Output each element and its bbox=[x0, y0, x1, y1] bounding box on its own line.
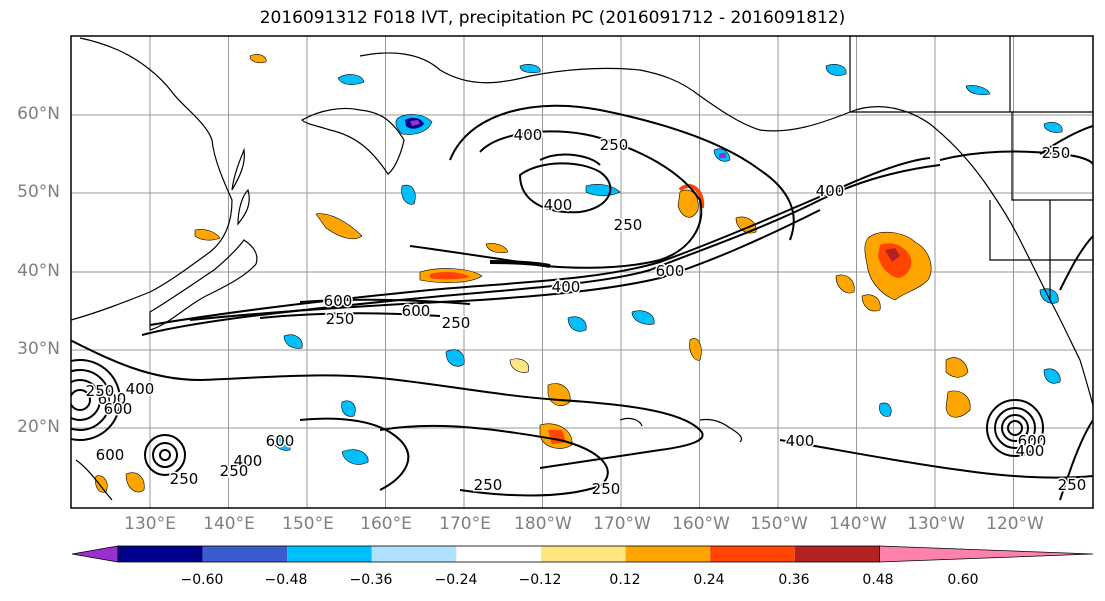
colorbar-segment bbox=[287, 546, 372, 562]
lon-label-180w: 180°W bbox=[514, 514, 572, 534]
colorbar-segment bbox=[118, 546, 203, 562]
lon-label-140e: 140°E bbox=[203, 514, 255, 534]
coastlines bbox=[71, 36, 1093, 501]
contour-label: 600 bbox=[1018, 432, 1047, 450]
lat-label-30n: 30°N bbox=[17, 339, 60, 359]
colorbar-tick: 0.12 bbox=[609, 572, 641, 588]
contour-label: 250 bbox=[442, 314, 471, 332]
contour-label: 600 bbox=[104, 400, 133, 418]
contour-label: 600 bbox=[656, 262, 685, 280]
lon-label-160w: 160°W bbox=[672, 514, 730, 534]
contour-label: 400 bbox=[552, 278, 581, 296]
lon-label-170w: 170°W bbox=[593, 514, 651, 534]
contour-label: 400 bbox=[1016, 442, 1045, 460]
lon-label-150w: 150°W bbox=[750, 514, 808, 534]
contour-label: 400 bbox=[126, 380, 155, 398]
lat-label-20n: 20°N bbox=[17, 417, 60, 437]
lat-label-60n: 60°N bbox=[17, 104, 60, 124]
contour-label: 600 bbox=[96, 446, 125, 464]
colorbar-tick: 0.36 bbox=[778, 572, 810, 588]
lon-label-150e: 150°E bbox=[282, 514, 334, 534]
lat-label-50n: 50°N bbox=[17, 182, 60, 202]
colorbar-extend-min bbox=[71, 545, 119, 563]
contour-label: 400 bbox=[234, 452, 263, 470]
lon-label-130e: 130°E bbox=[124, 514, 176, 534]
contour-label: 400 bbox=[816, 182, 845, 200]
colorbar-segment bbox=[456, 546, 541, 562]
contour-label: 250 bbox=[1058, 476, 1087, 494]
ivt-contour-labels: 4002504002504006006004006002506006002502… bbox=[84, 125, 1088, 500]
colorbar-segment bbox=[371, 546, 457, 562]
contour-label: 250 bbox=[1042, 144, 1071, 162]
map-title: 2016091312 F018 IVT, precipitation PC (2… bbox=[259, 8, 846, 28]
colorbar-segment bbox=[625, 546, 711, 562]
colorbar-outline bbox=[117, 545, 880, 563]
lon-label-130w: 130°W bbox=[907, 514, 965, 534]
contour-label: 400 bbox=[544, 196, 573, 214]
colorbar-tick: −0.12 bbox=[518, 572, 562, 588]
contour-label: 250 bbox=[326, 310, 355, 328]
map-border bbox=[70, 35, 1094, 509]
contour-label: 400 bbox=[786, 432, 815, 450]
lon-label-140w: 140°W bbox=[829, 514, 887, 534]
colorbar-tick: 0.48 bbox=[862, 572, 894, 588]
contour-label: 400 bbox=[514, 126, 543, 144]
contour-label: 250 bbox=[170, 470, 199, 488]
colorbar bbox=[71, 545, 1094, 563]
contour-label: 600 bbox=[266, 432, 295, 450]
contour-label: 600 bbox=[324, 292, 353, 310]
contour-label: 600 bbox=[98, 390, 127, 408]
contour-label: 250 bbox=[220, 462, 249, 480]
colorbar-segment bbox=[710, 546, 795, 562]
contour-label: 250 bbox=[614, 216, 643, 234]
colorbar-tick: −0.24 bbox=[434, 572, 478, 588]
colorbar-segment bbox=[794, 546, 880, 562]
lon-label-170e: 170°E bbox=[439, 514, 491, 534]
contour-label: 250 bbox=[474, 476, 503, 494]
colorbar-tick: −0.60 bbox=[180, 572, 224, 588]
colorbar-tick: −0.36 bbox=[349, 572, 393, 588]
contour-label: 600 bbox=[402, 302, 431, 320]
colorbar-tick: 0.24 bbox=[693, 572, 725, 588]
contour-label: 250 bbox=[600, 136, 629, 154]
colorbar-segment bbox=[541, 546, 626, 562]
colorbar-tick: −0.48 bbox=[264, 572, 308, 588]
colorbar-segment bbox=[202, 546, 288, 562]
colorbar-tick: 0.60 bbox=[947, 572, 979, 588]
colorbar-extend-max bbox=[879, 545, 1094, 563]
contour-label: 250 bbox=[592, 480, 621, 498]
lat-label-40n: 40°N bbox=[17, 261, 60, 281]
lon-label-120w: 120°W bbox=[986, 514, 1044, 534]
precipitation-shading bbox=[95, 54, 1063, 493]
contour-label: 250 bbox=[86, 382, 115, 400]
lon-label-160e: 160°E bbox=[360, 514, 412, 534]
ivt-contours bbox=[71, 104, 1093, 501]
